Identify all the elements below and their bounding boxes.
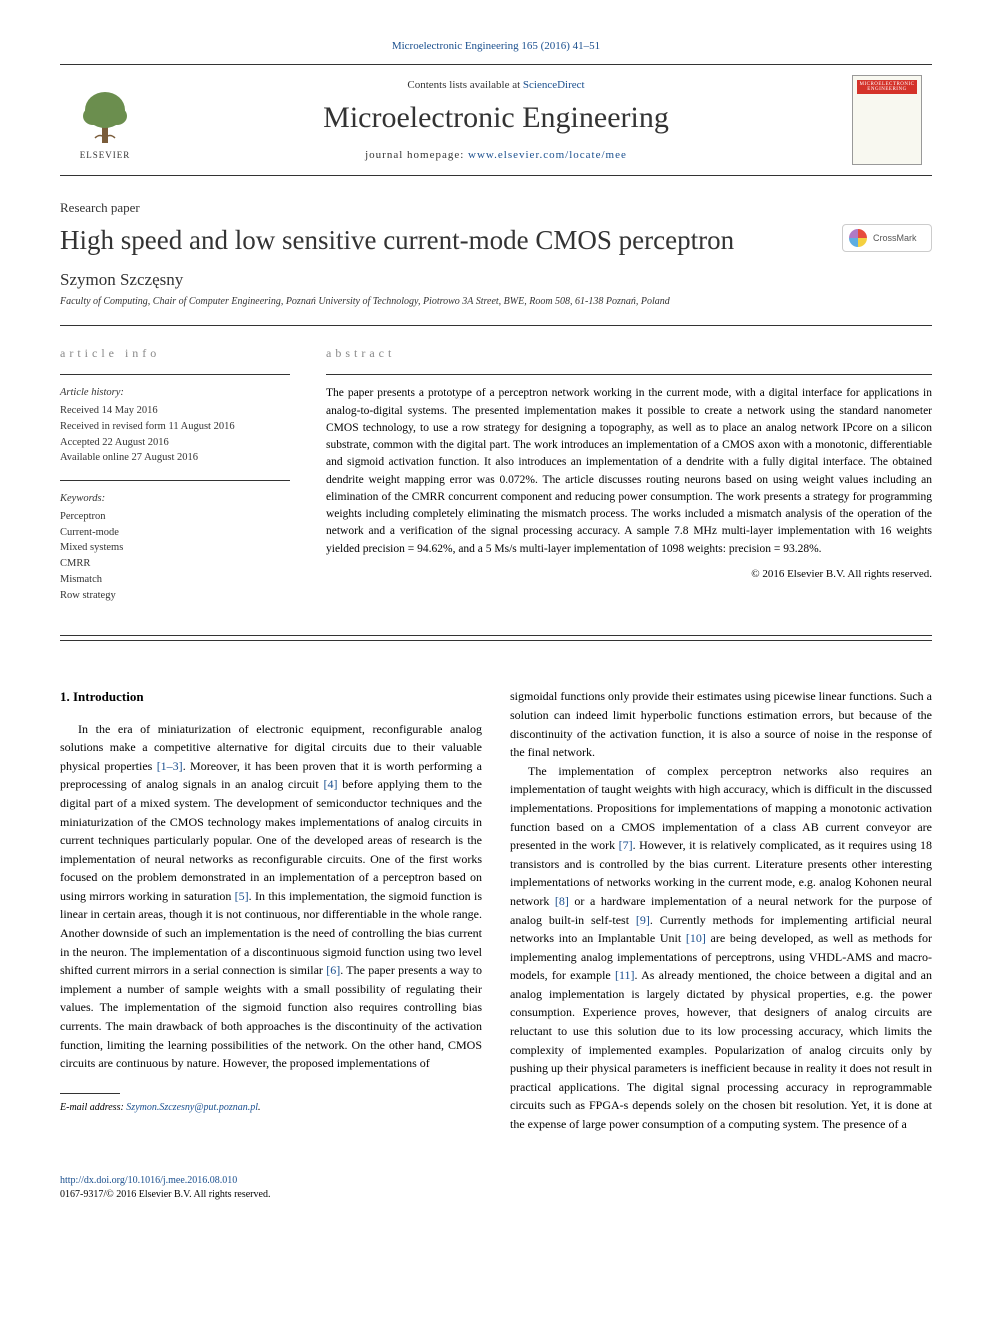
body-column-right: sigmoidal functions only provide their e… [510,687,932,1133]
issn-copyright: 0167-9317/© 2016 Elsevier B.V. All right… [60,1189,270,1200]
citation-link[interactable]: [5] [235,889,249,903]
body-paragraph: In the era of miniaturization of electro… [60,720,482,1073]
history-item: Available online 27 August 2016 [60,450,290,466]
info-heading: article info [60,344,290,362]
contents-prefix: Contents lists available at [407,79,522,91]
homepage-prefix: journal homepage: [365,149,468,161]
abstract-text: The paper presents a prototype of a perc… [326,385,932,558]
body-column-left: 1. Introduction In the era of miniaturiz… [60,687,482,1133]
citation-link[interactable]: [7] [619,838,633,852]
doi-link[interactable]: http://dx.doi.org/10.1016/j.mee.2016.08.… [60,1175,237,1186]
cover-banner: MICROELECTRONIC ENGINEERING [857,80,917,94]
history-item: Received in revised form 11 August 2016 [60,419,290,435]
crossmark-icon [849,229,867,247]
citation-link[interactable]: [1–3] [157,759,183,773]
citation-link[interactable]: [8] [555,894,569,908]
elsevier-logo[interactable]: ELSEVIER [70,80,140,160]
sciencedirect-link[interactable]: ScienceDirect [523,79,585,91]
article-info: article info Article history: Received 1… [60,344,290,617]
journal-name: Microelectronic Engineering [150,101,842,135]
journal-citation-link[interactable]: Microelectronic Engineering 165 (2016) 4… [392,40,600,52]
correspondence-footnote: E-mail address: Szymon.Szczesny@put.pozn… [60,1100,482,1116]
body-paragraph: sigmoidal functions only provide their e… [510,687,932,761]
author-email-link[interactable]: Szymon.Szczesny@put.poznan.pl [126,1102,258,1113]
author-affiliation: Faculty of Computing, Chair of Computer … [60,296,932,307]
paper-title: High speed and low sensitive current-mod… [60,224,822,256]
homepage-link[interactable]: www.elsevier.com/locate/mee [468,149,627,161]
page-footer: http://dx.doi.org/10.1016/j.mee.2016.08.… [60,1174,932,1202]
keyword: CMRR [60,556,290,572]
abstract-copyright: © 2016 Elsevier B.V. All rights reserved… [326,566,932,583]
citation-link[interactable]: [9] [636,913,650,927]
crossmark-label: CrossMark [873,233,917,243]
keyword: Current-mode [60,525,290,541]
journal-cover[interactable]: MICROELECTRONIC ENGINEERING [852,75,922,165]
footnote-label: E-mail address: [60,1102,126,1113]
crossmark-badge[interactable]: CrossMark [842,224,932,252]
keyword: Row strategy [60,588,290,604]
publisher-name: ELSEVIER [80,150,131,160]
history-label: Article history: [60,385,290,401]
citation-link[interactable]: [4] [323,777,337,791]
homepage-line: journal homepage: www.elsevier.com/locat… [150,149,842,161]
journal-citation: Microelectronic Engineering 165 (2016) 4… [60,40,932,52]
author-name: Szymon Szczęsny [60,270,932,290]
masthead: ELSEVIER Contents lists available at Sci… [60,64,932,176]
citation-link[interactable]: [11] [615,968,635,982]
keyword: Mismatch [60,572,290,588]
section-heading: 1. Introduction [60,687,482,707]
journal-cover-area: MICROELECTRONIC ENGINEERING [842,75,932,165]
contents-line: Contents lists available at ScienceDirec… [150,79,842,91]
keyword: Perceptron [60,509,290,525]
keyword: Mixed systems [60,540,290,556]
abstract: abstract The paper presents a prototype … [326,344,932,617]
history-item: Accepted 22 August 2016 [60,435,290,451]
elsevier-tree-icon [75,88,135,148]
abstract-heading: abstract [326,344,932,362]
paper-type: Research paper [60,200,932,216]
citation-link[interactable]: [6] [326,963,340,977]
citation-link[interactable]: [10] [686,931,706,945]
publisher-logo-area: ELSEVIER [60,80,150,160]
body-paragraph: The implementation of complex perceptron… [510,762,932,1134]
history-item: Received 14 May 2016 [60,403,290,419]
keywords-label: Keywords: [60,491,290,507]
